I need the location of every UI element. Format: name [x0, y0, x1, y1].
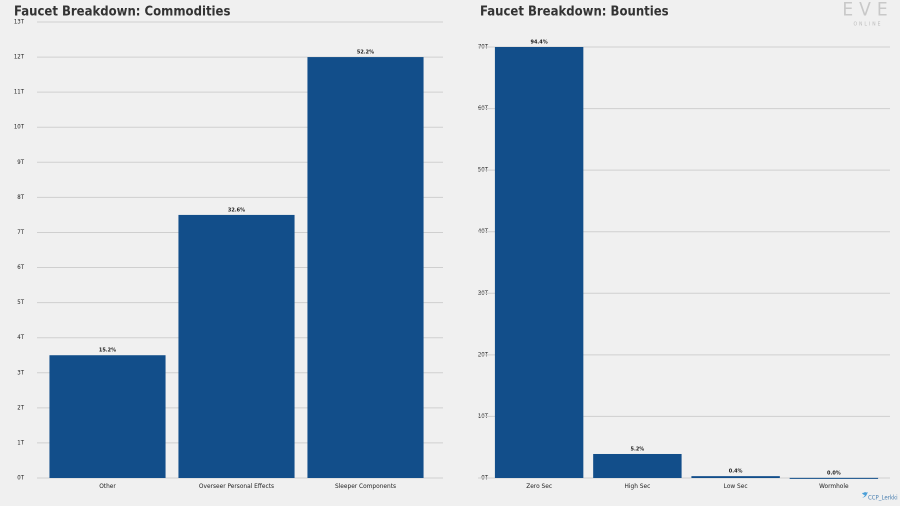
- bar-label: 5.2%: [631, 446, 645, 452]
- x-tick-label: Zero Sec: [526, 482, 552, 490]
- x-tick-label: Overseer Personal Effects: [199, 482, 274, 490]
- y-tick-label: 8T: [17, 194, 24, 201]
- bar-label: 0.0%: [827, 470, 841, 476]
- bar: [789, 477, 879, 479]
- logo-subtitle: ONLINE: [854, 22, 883, 28]
- y-tick-label: 0T: [17, 475, 24, 482]
- y-tick-label: 2T: [17, 404, 24, 411]
- bar-label: 52.2%: [357, 50, 374, 56]
- bar: [49, 355, 166, 478]
- y-tick-label: 1T: [17, 439, 24, 446]
- bar-label: 94.4%: [531, 40, 548, 46]
- bar: [307, 57, 424, 478]
- credit: CCP_Lerkki: [868, 495, 898, 502]
- x-tick-label: Sleeper Components: [335, 482, 396, 490]
- bar-label: 32.6%: [228, 207, 245, 213]
- bird-icon: [862, 492, 868, 498]
- y-tick-label: 3T: [17, 369, 24, 376]
- bar-label: 15.2%: [99, 348, 116, 354]
- bar-label: 0.4%: [729, 469, 743, 475]
- logo: EVE: [842, 0, 893, 21]
- x-tick-label: Other: [99, 482, 116, 490]
- y-tick-label: 12T: [14, 54, 25, 61]
- bar: [691, 476, 780, 478]
- y-tick-label: 7T: [17, 229, 24, 236]
- x-tick-label: Low Sec: [724, 482, 748, 490]
- y-tick-label: 9T: [17, 159, 24, 166]
- y-tick-label: 11T: [14, 89, 25, 96]
- y-tick-label: 6T: [17, 264, 24, 271]
- bar: [593, 453, 682, 478]
- y-tick-label: 4T: [17, 334, 24, 341]
- bar: [178, 214, 295, 478]
- y-tick-label: 13T: [14, 19, 25, 26]
- x-tick-label: Wormhole: [819, 482, 849, 490]
- chart-title: Faucet Breakdown: Commodities: [14, 5, 230, 20]
- bar: [494, 47, 584, 478]
- y-tick-label: 10T: [14, 124, 25, 131]
- chart-title: Faucet Breakdown: Bounties: [480, 5, 669, 20]
- x-tick-label: High Sec: [624, 482, 650, 490]
- y-tick-label: 5T: [17, 299, 24, 306]
